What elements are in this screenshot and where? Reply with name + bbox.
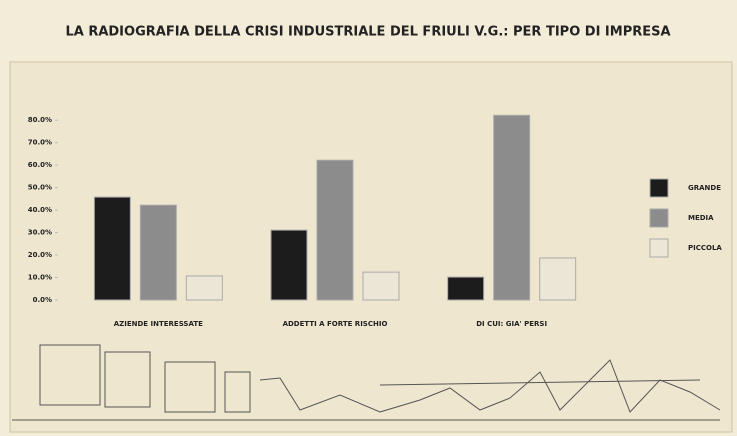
x-tick-label: AZIENDE INTERESSATE: [114, 320, 203, 328]
legend-swatch: [649, 178, 669, 198]
y-tick-label: 40.0%: [28, 206, 52, 214]
legend-label: MEDIA: [688, 214, 714, 222]
y-tick-label: 70.0%: [28, 139, 52, 147]
bar: [539, 257, 577, 301]
bar: [139, 204, 177, 301]
bar: [447, 276, 485, 301]
bar: [185, 275, 223, 301]
y-tick-label: 30.0%: [28, 229, 52, 237]
bar: [362, 271, 400, 301]
bar: [493, 114, 531, 301]
legend-label: PICCOLA: [688, 244, 722, 252]
legend-label: GRANDE: [688, 184, 721, 192]
y-tick-label: 50.0%: [28, 184, 52, 192]
y-tick-label: 0.0%: [33, 296, 52, 304]
y-tick-label: 20.0%: [28, 251, 52, 259]
legend-swatch: [649, 238, 669, 258]
bar: [270, 229, 308, 301]
chart-title: LA RADIOGRAFIA DELLA CRISI INDUSTRIALE D…: [65, 25, 670, 40]
bar: [93, 196, 131, 301]
x-tick-label: DI CUI: GIA' PERSI: [476, 320, 547, 328]
bar: [316, 159, 354, 301]
x-tick-label: ADDETTI A FORTE RISCHIO: [283, 320, 388, 328]
y-tick-label: 80.0%: [28, 116, 52, 124]
legend-swatch: [649, 208, 669, 228]
y-tick-label: 10.0%: [28, 274, 52, 282]
skyline-sketch: [12, 344, 721, 421]
y-tick-label: 60.0%: [28, 161, 52, 169]
